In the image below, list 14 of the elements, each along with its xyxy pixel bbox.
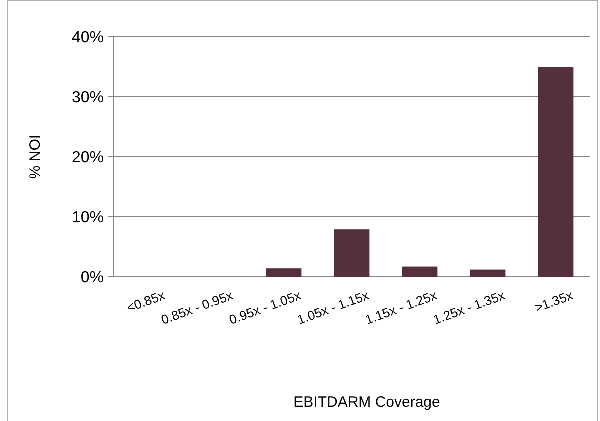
bar	[334, 230, 370, 277]
y-tick-label: 20%	[72, 150, 104, 167]
bar	[266, 268, 302, 277]
x-axis-title: EBITDARM Coverage	[294, 394, 440, 411]
bar	[402, 266, 438, 277]
y-tick-label: 30%	[72, 90, 104, 107]
y-tick-label: 40%	[72, 30, 104, 47]
y-tick-label: 0%	[80, 270, 104, 287]
bar	[470, 270, 506, 277]
bar	[538, 67, 574, 277]
x-tick-label: <0.85x	[124, 288, 168, 316]
y-axis-title: % NOI	[27, 134, 44, 180]
x-tick-label: >1.35x	[532, 288, 576, 316]
y-tick-label: 10%	[72, 210, 104, 227]
